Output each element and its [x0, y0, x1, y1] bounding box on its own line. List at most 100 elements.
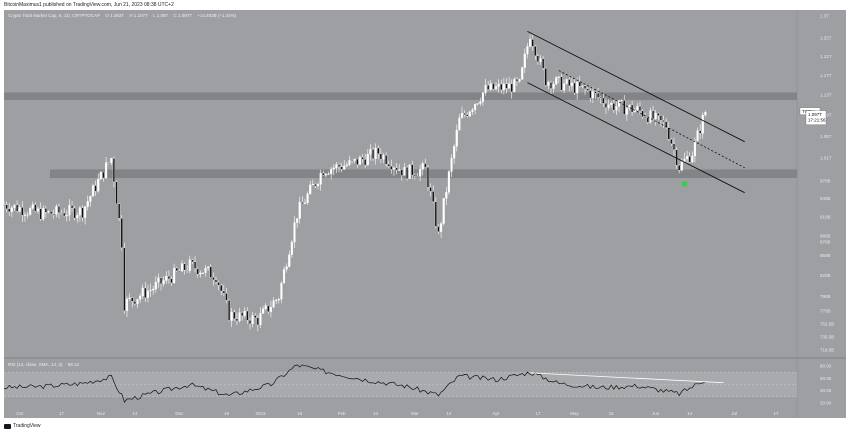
- candle-body: [445, 192, 448, 199]
- candle-body: [481, 92, 484, 102]
- candle-body: [280, 282, 283, 300]
- candle-body: [466, 114, 469, 117]
- x-tick-label: 19: [224, 411, 230, 416]
- candle-body: [296, 218, 299, 223]
- candle-body: [330, 168, 333, 175]
- candle-body: [303, 202, 307, 204]
- candle-body: [361, 157, 364, 160]
- price-tick-label: 940B: [820, 196, 831, 201]
- candle-body: [557, 76, 560, 78]
- candle-body: [311, 184, 314, 186]
- candle-body: [86, 201, 89, 207]
- rsi-legend-title: RSI (14, close, SMA, 14, 2): [8, 362, 63, 367]
- candle-body: [620, 100, 623, 102]
- x-tick-label: Dec: [175, 411, 184, 416]
- candle-body: [102, 171, 105, 179]
- x-tick-label: 17: [535, 411, 541, 416]
- candle-body: [450, 157, 453, 172]
- candle-body: [487, 85, 490, 90]
- x-tick-label: Oct: [16, 411, 24, 416]
- candle-body: [539, 58, 542, 62]
- rsi-tick-label: 20.00: [820, 400, 832, 405]
- chart-panel[interactable]: [4, 10, 846, 418]
- candle-body: [285, 266, 288, 270]
- candle-body: [408, 164, 411, 179]
- candle-body: [170, 278, 173, 283]
- candle-body: [492, 83, 495, 90]
- candle-body: [379, 153, 382, 160]
- candle-body: [178, 270, 181, 272]
- horizontal-zone: [50, 169, 797, 179]
- candle-body: [267, 305, 270, 312]
- candle-body: [99, 171, 102, 180]
- candle-body: [68, 205, 71, 216]
- candle-body: [254, 315, 257, 318]
- candle-body: [615, 106, 618, 111]
- candle-body: [275, 299, 278, 301]
- candle-body: [340, 166, 343, 170]
- candle-body: [332, 167, 335, 170]
- rsi-trendline: [530, 372, 724, 384]
- candle-body: [413, 174, 416, 177]
- candle-body: [377, 147, 380, 154]
- legend-open: O 1.083T: [105, 13, 125, 18]
- candle-body: [173, 267, 176, 283]
- candle-body: [63, 212, 66, 217]
- x-tick-label: 17: [59, 411, 65, 416]
- price-tick-label: 970B: [820, 178, 831, 183]
- candle-body: [432, 191, 435, 202]
- candle-body: [282, 269, 286, 284]
- channel-lower-line: [527, 82, 745, 194]
- candle-body: [665, 121, 668, 128]
- candle-body: [230, 311, 233, 321]
- candle-body: [576, 81, 579, 94]
- candle-body: [78, 207, 81, 216]
- candle-body: [528, 39, 532, 47]
- candle-body: [209, 266, 212, 278]
- legend-close: C 1.097T: [173, 13, 192, 18]
- candle-body: [484, 85, 487, 93]
- candle-body: [623, 100, 626, 115]
- candle-body: [654, 112, 657, 120]
- tradingview-logo-icon: [4, 423, 11, 429]
- candle-body: [617, 100, 621, 107]
- candle-body: [392, 167, 396, 170]
- candle-body: [405, 166, 409, 179]
- candle-body: [369, 149, 372, 155]
- candle-body: [555, 77, 558, 85]
- candle-body: [112, 158, 115, 183]
- price-tick-label: 735.5B: [820, 334, 834, 339]
- candle-body: [638, 106, 642, 112]
- candle-body: [586, 88, 589, 91]
- candle-body: [222, 290, 225, 294]
- candle-body: [73, 207, 76, 219]
- candle-body: [426, 166, 430, 188]
- candle-body: [573, 82, 576, 94]
- candle-body: [345, 164, 348, 167]
- candle-body: [607, 104, 610, 108]
- candle-body: [652, 110, 655, 120]
- candle-body: [549, 82, 553, 89]
- candle-body: [494, 86, 498, 90]
- candle-body: [120, 218, 123, 248]
- x-tick-label: Jul: [731, 411, 737, 416]
- candle-body: [542, 58, 545, 69]
- candle-body: [429, 187, 432, 192]
- candle-body: [81, 207, 84, 218]
- tradingview-logo[interactable]: TradingView: [4, 423, 41, 429]
- candle-body: [489, 83, 492, 90]
- price-tick-label: 1.3T: [820, 14, 829, 19]
- candle-body: [680, 161, 683, 171]
- candle-body: [107, 162, 110, 164]
- candle-body: [599, 97, 602, 99]
- candle-body: [293, 222, 296, 243]
- candle-body: [214, 279, 218, 283]
- candle-body: [241, 312, 244, 316]
- candle-body: [70, 205, 74, 209]
- candle-body: [505, 83, 508, 89]
- candle-body: [175, 267, 178, 271]
- candle-body: [196, 268, 199, 275]
- candle-body: [704, 112, 707, 116]
- horizontal-zone: [4, 92, 797, 100]
